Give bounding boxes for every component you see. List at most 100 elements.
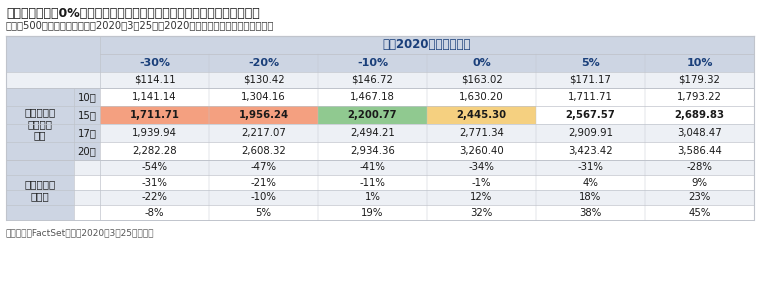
Bar: [74, 190, 754, 205]
Bar: [100, 205, 209, 220]
Bar: [74, 175, 100, 190]
Text: 標普指數未
來回報: 標普指數未 來回報: [24, 179, 55, 201]
Text: 18%: 18%: [579, 192, 602, 202]
Text: 2,771.34: 2,771.34: [459, 128, 504, 138]
Bar: [427, 175, 536, 190]
Bar: [74, 160, 100, 175]
Bar: [427, 160, 536, 175]
Bar: [536, 124, 645, 142]
Text: -11%: -11%: [359, 178, 385, 188]
Bar: [645, 175, 754, 190]
Text: -47%: -47%: [251, 163, 277, 172]
Bar: [100, 160, 209, 175]
Bar: [100, 175, 209, 190]
Text: -8%: -8%: [144, 208, 164, 217]
Text: 12%: 12%: [470, 192, 492, 202]
Text: 19%: 19%: [361, 208, 384, 217]
Bar: [536, 190, 645, 205]
Text: 0%: 0%: [472, 58, 491, 68]
Text: 5%: 5%: [255, 208, 271, 217]
Bar: [74, 88, 754, 106]
Text: -21%: -21%: [251, 178, 277, 188]
Text: 標普指數遠
期市盈率
倍數: 標普指數遠 期市盈率 倍數: [24, 107, 55, 140]
Bar: [536, 175, 645, 190]
Bar: [427, 106, 536, 124]
Text: 10倍: 10倍: [78, 92, 97, 102]
Text: 1%: 1%: [365, 192, 381, 202]
Text: $114.11: $114.11: [134, 75, 176, 85]
Bar: [536, 205, 645, 220]
Bar: [427, 124, 536, 142]
Bar: [536, 142, 645, 160]
Text: -34%: -34%: [469, 163, 495, 172]
Bar: [318, 205, 427, 220]
Bar: [536, 88, 645, 106]
Text: 1,711.71: 1,711.71: [568, 92, 613, 102]
Bar: [318, 106, 427, 124]
Bar: [74, 160, 754, 175]
Text: 2,200.77: 2,200.77: [348, 110, 397, 120]
Bar: [74, 124, 100, 142]
Text: 2,934.36: 2,934.36: [350, 146, 395, 156]
Bar: [74, 142, 754, 160]
Text: $146.72: $146.72: [352, 75, 394, 85]
Bar: [645, 142, 754, 160]
Text: -54%: -54%: [141, 163, 167, 172]
Text: 美國股市已反映0%盈利增長率的預期；倘若盈利下降，合理值可能會走低: 美國股市已反映0%盈利增長率的預期；倘若盈利下降，合理值可能會走低: [6, 7, 260, 20]
Text: $179.32: $179.32: [679, 75, 720, 85]
Text: 1,630.20: 1,630.20: [459, 92, 504, 102]
Text: 3,586.44: 3,586.44: [677, 146, 722, 156]
Text: 2,282.28: 2,282.28: [132, 146, 177, 156]
Text: 1,793.22: 1,793.22: [677, 92, 722, 102]
Bar: [74, 190, 100, 205]
Text: 9%: 9%: [692, 178, 708, 188]
Bar: [100, 190, 209, 205]
Bar: [318, 190, 427, 205]
Bar: [74, 142, 100, 160]
Text: -1%: -1%: [472, 178, 491, 188]
Text: -31%: -31%: [141, 178, 167, 188]
Text: -10%: -10%: [251, 192, 277, 202]
Bar: [74, 175, 754, 190]
Text: 23%: 23%: [689, 192, 711, 202]
Bar: [427, 142, 536, 160]
Text: 1,467.18: 1,467.18: [350, 92, 395, 102]
Bar: [427, 190, 536, 205]
Text: 38%: 38%: [579, 208, 602, 217]
Text: 1,711.71: 1,711.71: [129, 110, 179, 120]
Bar: [100, 142, 209, 160]
Text: 2,494.21: 2,494.21: [350, 128, 395, 138]
Text: 2,689.83: 2,689.83: [675, 110, 724, 120]
Text: 3,423.42: 3,423.42: [568, 146, 613, 156]
Bar: [318, 124, 427, 142]
Bar: [209, 190, 318, 205]
Text: 1,141.14: 1,141.14: [132, 92, 177, 102]
Bar: [100, 124, 209, 142]
Bar: [645, 124, 754, 142]
Bar: [6, 36, 754, 72]
Text: -10%: -10%: [357, 58, 388, 68]
Bar: [427, 205, 536, 220]
Text: 17倍: 17倍: [78, 128, 97, 138]
Text: 3,048.47: 3,048.47: [677, 128, 722, 138]
Bar: [74, 88, 100, 106]
Bar: [6, 88, 74, 160]
Text: 1,939.94: 1,939.94: [132, 128, 177, 138]
Text: 20倍: 20倍: [78, 146, 97, 156]
Text: $130.42: $130.42: [242, 75, 284, 85]
Bar: [209, 205, 318, 220]
Bar: [74, 205, 100, 220]
Text: -28%: -28%: [686, 163, 712, 172]
Text: 10%: 10%: [686, 58, 713, 68]
Bar: [6, 72, 754, 88]
Bar: [427, 88, 536, 106]
Text: -30%: -30%: [139, 58, 170, 68]
Bar: [209, 124, 318, 142]
Bar: [318, 88, 427, 106]
Text: $163.02: $163.02: [461, 75, 502, 85]
Bar: [100, 106, 209, 124]
Bar: [6, 160, 74, 220]
Bar: [100, 88, 209, 106]
Bar: [74, 205, 754, 220]
Text: -20%: -20%: [248, 58, 279, 68]
